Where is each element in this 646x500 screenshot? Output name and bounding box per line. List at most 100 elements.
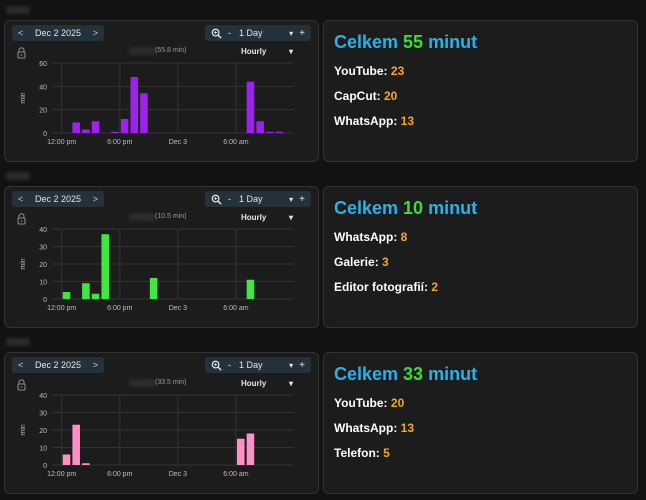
history-graph-card: < Dec 2 2025 > - 1 Day ▾ + (33.5 min) Ho… <box>4 352 319 494</box>
next-day-button[interactable]: > <box>92 194 98 204</box>
usage-chart: 0 10 20 30 40 12:00 pm 6:00 pm Dec 3 6:00 am min <box>20 393 294 478</box>
chevron-down-icon: ▾ <box>288 379 293 388</box>
x-tick-label: 12:00 pm <box>47 305 76 312</box>
next-day-button[interactable]: > <box>92 28 98 38</box>
x-tick-label: 6:00 am <box>223 471 248 478</box>
range-caret-icon[interactable]: ▾ <box>289 28 294 38</box>
date-navigator: < Dec 2 2025 > <box>12 25 104 41</box>
next-day-button[interactable]: > <box>92 360 98 370</box>
prev-day-button[interactable]: < <box>18 28 24 38</box>
stat-line: WhatsApp: 13 <box>334 421 415 435</box>
y-tick-label: 40 <box>39 393 47 400</box>
y-tick-label: 0 <box>43 131 47 138</box>
stat-line: WhatsApp: 8 <box>334 230 408 244</box>
interval-select[interactable]: Hourly ▾ <box>241 211 293 224</box>
total-minutes-value: 33 <box>403 364 424 384</box>
usage-bar <box>246 279 255 299</box>
range-caret-icon[interactable]: ▾ <box>289 360 294 370</box>
interval-label: Hourly <box>241 47 267 56</box>
usage-bar <box>246 433 255 465</box>
range-caret-icon[interactable]: ▾ <box>289 194 294 204</box>
entity-name-redacted <box>129 213 155 221</box>
usage-bar <box>275 131 284 133</box>
y-axis-label: min <box>20 258 27 269</box>
zoom-in-button[interactable]: + <box>299 359 305 371</box>
usage-bar <box>140 93 148 133</box>
x-tick-label: 6:00 pm <box>107 305 132 312</box>
total-minutes: (33.5 min) <box>155 379 187 386</box>
usage-bar <box>256 121 264 133</box>
history-graph-card: < Dec 2 2025 > - 1 Day ▾ + (10.5 min) Ho… <box>4 186 319 328</box>
zoom-out-button[interactable]: - <box>228 194 231 204</box>
usage-bar <box>101 234 110 299</box>
y-tick-label: 30 <box>39 245 47 252</box>
y-tick-label: 40 <box>39 84 47 91</box>
range-select[interactable]: 1 Day <box>239 360 263 370</box>
entity-name-redacted <box>129 379 155 387</box>
y-tick-label: 0 <box>43 297 47 304</box>
range-controls: - 1 Day ▾ + <box>205 191 311 207</box>
stat-line: Galerie: 3 <box>334 255 389 269</box>
usage-bar <box>266 131 274 133</box>
zoom-in-button[interactable]: + <box>299 193 305 205</box>
current-date[interactable]: Dec 2 2025 <box>34 360 82 370</box>
stat-line: YouTube: 20 <box>334 396 405 410</box>
prev-day-button[interactable]: < <box>18 194 24 204</box>
x-tick-label: Dec 3 <box>169 471 187 478</box>
interval-select[interactable]: Hourly ▾ <box>241 45 293 58</box>
interval-select[interactable]: Hourly ▾ <box>241 377 293 390</box>
zoom-icon[interactable] <box>211 194 222 205</box>
x-tick-label: 6:00 am <box>223 305 248 312</box>
section-label-redacted <box>6 6 30 14</box>
stat-line: CapCut: 20 <box>334 89 398 103</box>
stats-card: Celkem 55 minut YouTube: 23 CapCut: 20 W… <box>323 20 638 162</box>
y-tick-label: 20 <box>39 428 47 435</box>
lock-icon[interactable] <box>17 379 26 391</box>
current-date[interactable]: Dec 2 2025 <box>34 194 82 204</box>
total-minutes: (10.5 min) <box>155 213 187 220</box>
x-tick-label: 12:00 pm <box>47 471 76 478</box>
x-tick-label: 6:00 am <box>223 139 248 146</box>
stat-line: WhatsApp: 13 <box>334 114 415 128</box>
stats-title: Celkem 33 minut <box>334 364 478 384</box>
usage-bar <box>111 131 119 133</box>
y-tick-label: 20 <box>39 108 47 115</box>
y-tick-label: 0 <box>43 463 47 470</box>
usage-bar <box>62 454 71 465</box>
usage-bar <box>82 283 90 299</box>
zoom-in-button[interactable]: + <box>299 27 305 39</box>
x-tick-label: Dec 3 <box>169 139 187 146</box>
usage-bar <box>130 77 139 133</box>
zoom-icon[interactable] <box>211 360 222 371</box>
stats-title: Celkem 10 minut <box>334 198 478 218</box>
y-tick-label: 40 <box>39 227 47 234</box>
stat-line: Telefon: 5 <box>334 446 390 460</box>
usage-bar <box>236 438 245 465</box>
section-label-redacted <box>6 338 30 346</box>
stat-line: YouTube: 23 <box>334 64 405 78</box>
usage-bar <box>120 119 129 133</box>
interval-label: Hourly <box>241 379 267 388</box>
total-minutes: (55.8 min) <box>155 47 187 54</box>
zoom-out-button[interactable]: - <box>228 28 231 38</box>
interval-label: Hourly <box>241 213 267 222</box>
zoom-out-button[interactable]: - <box>228 360 231 370</box>
usage-bar <box>246 81 255 133</box>
y-tick-label: 20 <box>39 262 47 269</box>
usage-bar <box>82 463 90 465</box>
date-navigator: < Dec 2 2025 > <box>12 357 104 373</box>
current-date[interactable]: Dec 2 2025 <box>34 28 82 38</box>
usage-bar <box>91 121 100 133</box>
y-tick-label: 60 <box>39 61 47 68</box>
lock-icon[interactable] <box>17 47 26 59</box>
usage-bar <box>82 129 90 133</box>
lock-icon[interactable] <box>17 213 26 225</box>
chevron-down-icon: ▾ <box>288 213 293 222</box>
range-select[interactable]: 1 Day <box>239 28 263 38</box>
zoom-icon[interactable] <box>211 28 222 39</box>
y-tick-label: 10 <box>39 446 47 453</box>
usage-chart: 0 20 40 60 12:00 pm 6:00 pm Dec 3 6:00 am min <box>20 61 294 146</box>
usage-bar <box>62 292 71 299</box>
prev-day-button[interactable]: < <box>18 360 24 370</box>
range-select[interactable]: 1 Day <box>239 194 263 204</box>
